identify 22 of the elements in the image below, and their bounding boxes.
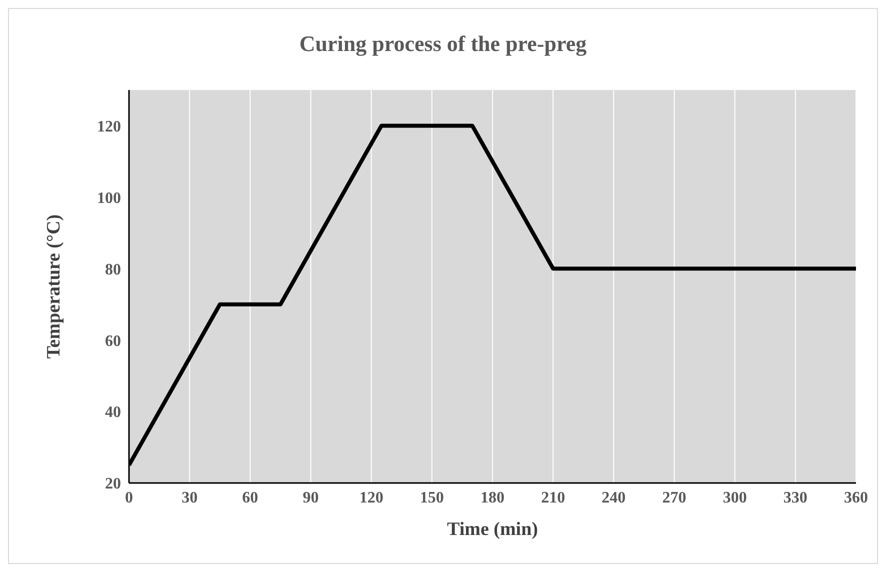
x-tick-label: 0 (125, 489, 133, 506)
x-tick-label: 330 (783, 489, 808, 506)
x-tick-label: 90 (302, 489, 319, 506)
y-tick-label: 100 (97, 190, 121, 207)
y-tick-label: 20 (105, 476, 121, 493)
y-tick-label: 60 (105, 332, 121, 350)
y-tick-label: 120 (97, 118, 121, 136)
x-axis-title: Time (min) (447, 519, 538, 540)
x-tick-label: 60 (242, 489, 258, 506)
x-tick-label: 120 (359, 489, 384, 506)
x-tick-label: 30 (182, 489, 198, 506)
x-tick-label: 210 (541, 489, 566, 506)
chart-title: Curing process of the pre-preg (298, 31, 588, 57)
y-axis-title: Temperature (°C) (44, 214, 65, 359)
x-tick-label: 270 (662, 489, 686, 506)
x-tick-label: 150 (420, 489, 444, 506)
y-tick-label: 80 (105, 261, 121, 278)
x-tick-label: 240 (602, 489, 626, 506)
x-tick-label: 180 (480, 489, 504, 506)
x-tick-label: 360 (844, 489, 868, 506)
x-tick-label: 300 (722, 489, 747, 506)
y-tick-label: 40 (105, 404, 121, 422)
